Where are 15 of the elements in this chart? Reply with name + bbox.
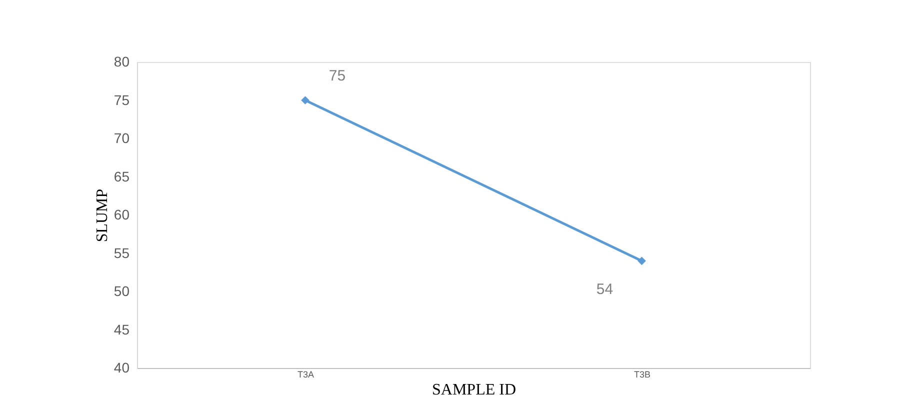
y-axis-title: SLUMP: [94, 188, 111, 242]
data-label: 75: [328, 67, 346, 84]
y-tick-label: 50: [114, 283, 130, 299]
x-tick-label: T3B: [634, 370, 651, 380]
y-tick-label: 65: [114, 168, 130, 184]
x-tick-label: T3A: [297, 370, 314, 380]
y-tick-label: 75: [114, 92, 130, 108]
y-tick-label: 70: [114, 130, 130, 146]
y-tick-label: 40: [114, 360, 130, 376]
y-tick-label: 80: [114, 54, 130, 70]
x-axis-title: SAMPLE ID: [432, 382, 516, 398]
y-tick-label: 60: [114, 206, 130, 222]
y-tick-label: 45: [114, 321, 130, 338]
y-tick-label: 55: [114, 244, 130, 261]
data-label: 54: [596, 280, 614, 298]
